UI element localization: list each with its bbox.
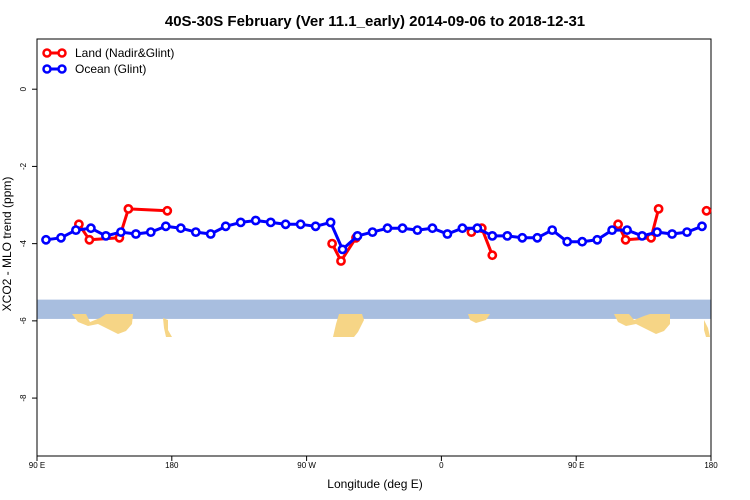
data-point — [442, 229, 453, 239]
data-point — [205, 229, 216, 239]
legend-marker-ocean — [42, 64, 52, 74]
data-point — [652, 227, 662, 237]
x-axis: 90 E 180 90 W 0 90 E 180 — [29, 456, 718, 470]
data-point — [84, 234, 95, 245]
data-point — [101, 230, 111, 241]
series-layer — [41, 203, 712, 266]
data-point — [220, 221, 231, 232]
y-axis-label: XCO2 - MLO trend (ppm) — [0, 177, 14, 312]
series-ocean — [41, 215, 707, 255]
map-land-australia — [72, 314, 133, 334]
data-point — [175, 223, 186, 234]
data-point — [71, 225, 81, 235]
x-tick-label: 180 — [704, 461, 718, 470]
data-point — [653, 203, 664, 214]
y-tick-label: -4 — [19, 240, 28, 248]
data-point — [667, 229, 677, 239]
data-point — [620, 234, 631, 245]
data-point — [367, 227, 378, 237]
data-point — [235, 217, 246, 228]
data-point — [327, 238, 337, 249]
data-point — [160, 221, 171, 232]
x-axis-label: Longitude (deg E) — [327, 477, 422, 491]
legend-marker-land — [42, 48, 52, 58]
y-axis: 0 -2 -4 -6 -8 — [19, 86, 37, 402]
data-point — [637, 230, 647, 241]
data-point — [295, 219, 306, 230]
data-point — [56, 232, 66, 243]
legend-label-land: Land (Nadir&Glint) — [75, 46, 174, 60]
data-point — [682, 227, 692, 237]
y-tick-label: -8 — [19, 394, 28, 402]
data-point — [280, 219, 291, 230]
data-point — [487, 250, 498, 261]
data-point — [697, 221, 707, 232]
legend: Land (Nadir&Glint) Ocean (Glint) — [42, 46, 174, 76]
data-point — [427, 223, 438, 234]
data-point — [487, 230, 498, 241]
x-tick-label: 180 — [165, 461, 179, 470]
data-point — [701, 205, 712, 216]
legend-marker-ocean-2 — [57, 64, 67, 74]
data-point — [517, 232, 528, 243]
x-tick-label: 90 W — [297, 461, 316, 470]
continent-map-strip — [37, 299, 711, 337]
data-point — [265, 217, 276, 228]
plot-area — [36, 38, 712, 457]
data-point — [352, 230, 363, 241]
data-point — [592, 234, 603, 245]
data-point — [607, 225, 617, 235]
data-point — [622, 225, 632, 235]
x-tick-label: 0 — [439, 461, 444, 470]
data-point — [547, 225, 558, 235]
chart-title: 40S-30S February (Ver 11.1_early) 2014-0… — [165, 13, 585, 30]
data-point — [472, 223, 483, 234]
legend-marker-land-2 — [57, 48, 67, 58]
data-point — [145, 227, 156, 237]
legend-label-ocean: Ocean (Glint) — [75, 62, 146, 76]
data-point — [250, 215, 261, 226]
data-point — [502, 230, 513, 241]
data-point — [412, 225, 423, 235]
y-tick-label: -6 — [19, 317, 28, 325]
series-land — [74, 203, 712, 266]
map-land-south-america — [333, 314, 364, 337]
data-point — [613, 219, 623, 230]
map-ocean — [37, 299, 711, 319]
data-point — [123, 203, 134, 214]
data-point — [116, 227, 126, 237]
data-point — [190, 227, 201, 237]
data-point — [162, 205, 173, 216]
x-tick-label: 90 E — [568, 461, 584, 470]
data-point — [86, 223, 96, 234]
data-point — [41, 234, 51, 245]
data-point — [325, 217, 336, 228]
data-point — [577, 236, 588, 247]
data-point — [397, 223, 408, 234]
data-point — [337, 244, 348, 255]
map-land-tasmania — [163, 318, 172, 337]
data-point — [130, 229, 141, 239]
data-point — [382, 223, 393, 234]
data-point — [562, 236, 573, 247]
map-land-new-zealand — [704, 320, 710, 337]
data-point — [457, 223, 468, 234]
y-tick-label: -2 — [19, 162, 28, 170]
map-land-south-africa — [468, 314, 490, 323]
x-tick-label: 90 E — [29, 461, 45, 470]
data-point — [532, 232, 543, 243]
y-tick-label: 0 — [19, 86, 28, 91]
map-land-australia-2 — [614, 314, 670, 334]
data-point — [336, 256, 346, 266]
data-point — [310, 221, 321, 232]
